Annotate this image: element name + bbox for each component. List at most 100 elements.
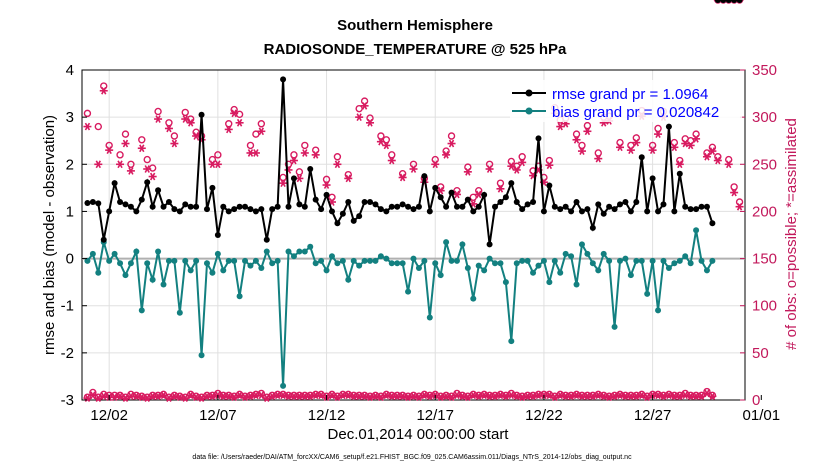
bias-point	[432, 260, 439, 267]
star-stroke	[437, 393, 444, 402]
star-stroke	[698, 392, 705, 401]
star-stroke	[709, 147, 716, 155]
assimilated-count-marker	[675, 392, 684, 401]
possible-count-marker	[708, 391, 717, 399]
possible-count-marker	[333, 153, 342, 161]
bias-point	[676, 257, 683, 264]
assimilated-count-marker	[702, 152, 711, 161]
star-stroke	[459, 392, 466, 401]
assimilated-count-marker	[376, 393, 385, 402]
assimilated-count-marker	[447, 393, 456, 402]
bias-point	[443, 239, 450, 246]
star-stroke	[497, 184, 504, 193]
x-tick-label: 12/17	[416, 407, 454, 424]
bias-point	[486, 255, 493, 262]
star-stroke	[628, 392, 634, 401]
rmse-point	[187, 203, 194, 210]
assimilated-count-marker	[463, 167, 472, 176]
rmse-point	[290, 175, 297, 182]
assimilated-count-marker	[713, 156, 722, 165]
star-stroke	[399, 173, 406, 182]
star-stroke	[302, 149, 308, 157]
possible-count-marker	[475, 186, 483, 195]
bias-point	[459, 241, 466, 248]
rmse-point	[225, 208, 232, 215]
possible-count-marker	[431, 155, 439, 164]
star-stroke	[193, 132, 199, 140]
y-tick-label-left: 1	[66, 203, 74, 220]
bias-point	[106, 257, 113, 264]
bias-series	[84, 0, 743, 389]
bias-point	[263, 248, 270, 255]
possible-count-marker	[154, 107, 162, 116]
bias-point	[394, 260, 401, 267]
bias-point	[535, 262, 542, 269]
rmse-point	[415, 203, 422, 210]
rmse-point	[383, 208, 390, 215]
assimilated-count-marker	[322, 181, 331, 189]
bias-point	[372, 257, 379, 264]
possible-count-marker	[670, 138, 679, 147]
bias-point	[198, 352, 205, 359]
star-stroke	[122, 139, 129, 148]
assimilated-count-marker	[648, 146, 657, 155]
bias-point	[290, 253, 297, 260]
star-stroke	[715, 156, 721, 165]
star-stroke	[367, 118, 373, 127]
star-stroke	[410, 392, 417, 401]
bias-point	[475, 262, 482, 269]
bias-point	[133, 248, 140, 255]
possible-count-marker	[409, 160, 418, 168]
star-stroke	[514, 392, 520, 401]
possible-count-marker	[382, 136, 391, 144]
possible-count-marker	[192, 128, 200, 136]
bias-point	[557, 269, 564, 276]
star-stroke	[671, 143, 678, 152]
rmse-point	[676, 170, 683, 177]
star-stroke	[731, 188, 737, 197]
rmse-point	[497, 199, 504, 205]
legend-bias-marker	[525, 107, 533, 115]
star-stroke	[247, 392, 254, 401]
assimilated-count-marker	[251, 149, 260, 157]
star-stroke	[421, 391, 428, 400]
rmse-point	[470, 208, 477, 215]
bias-point	[122, 272, 129, 279]
bias-point	[405, 288, 412, 295]
assimilated-count-marker	[170, 139, 179, 148]
rmse-point	[323, 191, 330, 198]
star-stroke	[144, 165, 150, 173]
bias-point	[551, 257, 558, 264]
y-tick-label-right: 300	[752, 109, 777, 126]
bias-point	[709, 257, 716, 264]
bias-point	[345, 276, 352, 283]
star-stroke	[236, 391, 243, 400]
star-stroke	[291, 392, 297, 401]
assimilated-count-marker	[355, 113, 364, 122]
star-stroke	[448, 393, 455, 402]
bias-point	[138, 307, 145, 314]
possible-count-marker	[225, 120, 233, 128]
star-stroke	[677, 160, 683, 169]
star-stroke	[666, 391, 672, 400]
rmse-point	[345, 199, 352, 205]
y-tick-label-right: 50	[752, 345, 769, 362]
y-axis-right-label: # of obs: o=possible; *=assimilated	[783, 118, 800, 350]
rmse-point	[160, 203, 167, 210]
star-stroke	[383, 141, 390, 150]
rmse-point	[432, 184, 439, 191]
star-stroke	[519, 158, 525, 167]
assimilated-count-marker	[387, 156, 396, 165]
chart-title-line2: RADIOSONDE_TEMPERATURE @ 525 hPa	[264, 41, 567, 58]
y-tick-label-left: 4	[66, 62, 74, 79]
bias-point	[633, 257, 640, 264]
star-stroke	[182, 394, 188, 402]
rmse-point	[453, 203, 460, 210]
star-stroke	[128, 392, 134, 401]
rmse-point	[437, 194, 444, 201]
star-stroke	[557, 391, 563, 400]
star-stroke	[296, 392, 303, 401]
bias-point	[410, 255, 417, 262]
star-stroke	[84, 122, 91, 131]
bias-point	[622, 255, 629, 262]
